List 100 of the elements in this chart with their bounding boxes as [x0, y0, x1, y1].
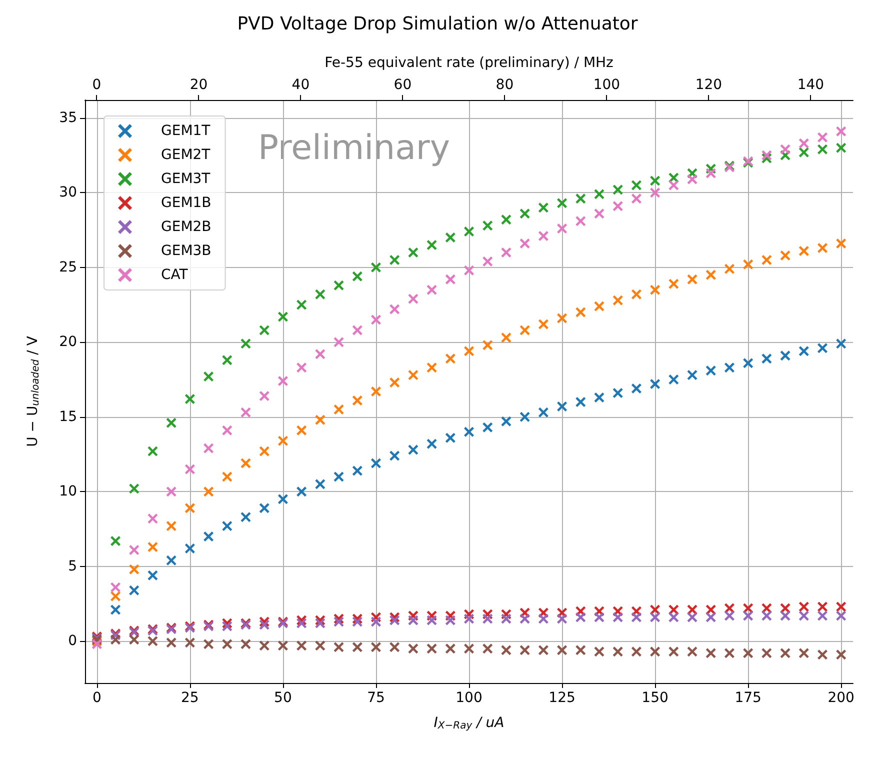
point — [426, 362, 437, 373]
point — [390, 304, 400, 314]
point — [352, 271, 362, 282]
point — [426, 284, 437, 295]
point — [129, 585, 140, 596]
point — [204, 372, 214, 382]
point — [278, 494, 288, 504]
point — [278, 640, 288, 651]
point — [464, 226, 474, 237]
point — [520, 645, 530, 656]
point — [780, 610, 790, 621]
point — [148, 542, 158, 552]
point — [612, 295, 623, 306]
point — [204, 532, 214, 542]
point — [557, 614, 568, 624]
x-tick-label: 0 — [92, 690, 102, 706]
point — [296, 486, 307, 497]
point — [352, 325, 362, 336]
point — [390, 642, 400, 652]
point — [464, 265, 474, 276]
point — [166, 486, 176, 497]
point — [743, 648, 754, 658]
x2-tick-label: 40 — [292, 77, 310, 93]
point — [408, 294, 418, 304]
point — [204, 486, 214, 497]
point — [166, 638, 176, 648]
point — [370, 262, 381, 272]
point — [464, 346, 474, 356]
point — [594, 189, 604, 200]
point — [576, 612, 586, 622]
point — [687, 612, 698, 622]
y-tick-label: 10 — [59, 484, 77, 500]
point — [687, 370, 698, 380]
point — [184, 503, 195, 514]
point — [706, 648, 716, 658]
point — [278, 376, 288, 386]
point — [520, 325, 530, 336]
point — [762, 254, 772, 265]
point — [706, 612, 716, 622]
point — [780, 250, 790, 260]
point — [296, 300, 307, 310]
point — [370, 642, 381, 652]
point — [631, 180, 642, 190]
point — [501, 416, 512, 426]
legend-label: GEM1T — [161, 123, 211, 139]
point — [817, 650, 828, 660]
x2-tick-label: 80 — [496, 77, 514, 93]
point — [743, 610, 754, 621]
point — [278, 436, 288, 446]
point — [798, 602, 809, 612]
point — [538, 407, 548, 418]
point — [315, 640, 326, 651]
point — [594, 646, 604, 657]
point — [836, 650, 846, 660]
point — [576, 645, 586, 656]
point — [370, 616, 381, 627]
x-axis-title: IX−Ray / uA — [434, 715, 504, 732]
point — [724, 610, 734, 621]
point — [445, 232, 456, 243]
point — [445, 274, 456, 284]
point — [836, 238, 846, 249]
point — [520, 614, 530, 624]
point — [240, 458, 251, 468]
point — [668, 180, 679, 190]
point — [390, 254, 400, 265]
point — [557, 313, 568, 324]
point — [240, 639, 251, 650]
point — [706, 366, 716, 376]
point — [743, 358, 754, 368]
point — [724, 264, 734, 274]
point — [259, 446, 270, 456]
point — [836, 126, 846, 136]
x-tick-label: 50 — [274, 690, 292, 706]
point — [538, 319, 548, 330]
point — [240, 338, 251, 349]
point — [222, 639, 232, 650]
legend-label: GEM1B — [161, 195, 212, 211]
point — [612, 646, 623, 657]
point — [706, 168, 716, 178]
x-tick-label: 25 — [181, 690, 199, 706]
point — [557, 645, 568, 656]
point — [426, 438, 437, 449]
point — [576, 396, 586, 407]
point — [668, 612, 679, 622]
point — [110, 604, 121, 615]
point — [390, 615, 400, 626]
point — [780, 144, 790, 154]
point — [817, 610, 828, 621]
point — [110, 582, 121, 592]
x2-tick-label: 0 — [92, 77, 102, 93]
point — [482, 340, 493, 350]
point — [482, 614, 493, 624]
point — [836, 142, 846, 153]
point — [817, 132, 828, 142]
point — [668, 374, 679, 385]
point — [129, 484, 140, 494]
point — [557, 401, 568, 412]
point — [166, 555, 176, 566]
point — [594, 612, 604, 622]
y-tick-label: 35 — [59, 110, 77, 126]
